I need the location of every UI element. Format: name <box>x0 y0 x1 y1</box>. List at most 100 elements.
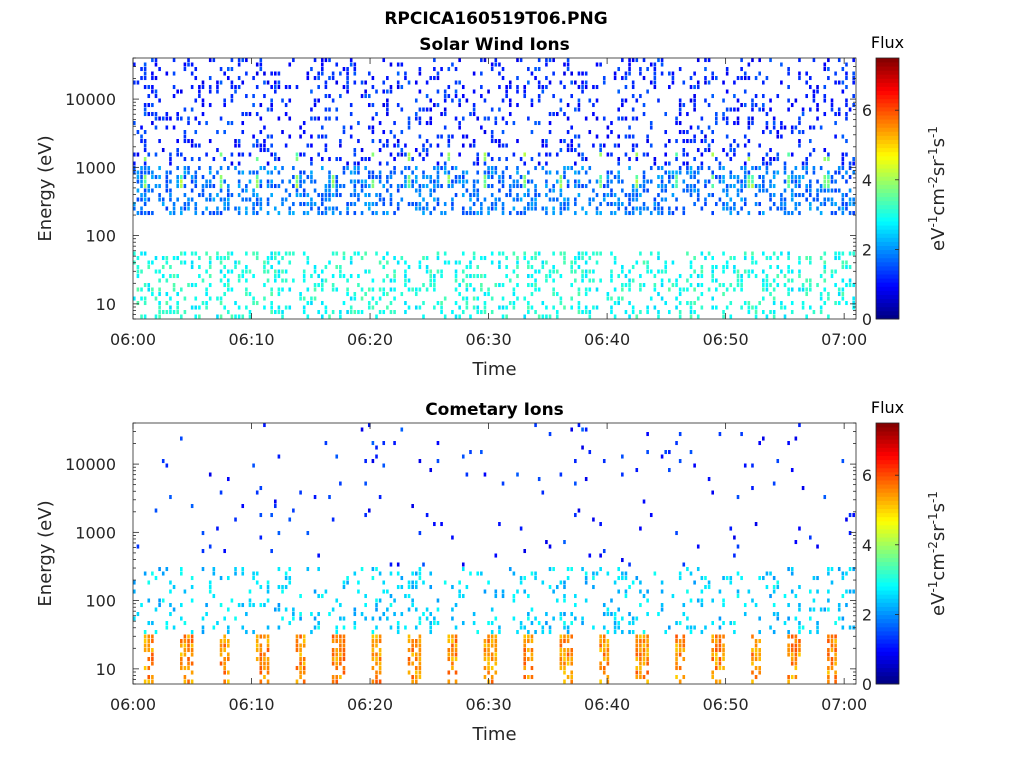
heatmap-cell <box>787 98 790 103</box>
heatmap-cell <box>230 314 234 319</box>
heatmap-cell <box>501 296 505 301</box>
heatmap-cell <box>631 80 635 85</box>
heatmap-cell <box>230 193 234 198</box>
heatmap-cell <box>310 202 313 207</box>
heatmap-cell <box>266 625 270 630</box>
heatmap-cell <box>729 580 733 585</box>
heatmap-cell <box>624 85 628 90</box>
heatmap-cell <box>809 193 812 198</box>
heatmap-cell <box>190 260 194 265</box>
heatmap-cell <box>418 260 422 265</box>
y-tick-label: 10000 <box>65 90 116 109</box>
heatmap-cell <box>834 679 837 684</box>
heatmap-cell <box>346 85 349 90</box>
heatmap-cell <box>454 648 458 653</box>
heatmap-cell <box>339 652 342 657</box>
heatmap-cell <box>537 58 541 63</box>
heatmap-cell <box>613 630 617 635</box>
heatmap-cell <box>378 661 382 666</box>
heatmap-cell <box>577 265 581 270</box>
heatmap-cell <box>534 310 537 315</box>
heatmap-cell <box>845 139 848 144</box>
heatmap-cell <box>483 301 487 306</box>
heatmap-cell <box>595 260 599 265</box>
heatmap-cell <box>606 657 610 662</box>
heatmap-cell <box>302 130 306 135</box>
heatmap-cell <box>545 193 548 198</box>
heatmap-cell <box>805 94 808 99</box>
heatmap-cell <box>635 184 639 189</box>
heatmap-cell <box>751 116 754 121</box>
heatmap-cell <box>393 211 396 216</box>
colorbar-step <box>876 614 899 620</box>
heatmap-cell <box>693 139 696 144</box>
colorbar-step <box>876 286 899 291</box>
heatmap-cell <box>798 58 801 63</box>
heatmap-cell <box>226 679 230 684</box>
heatmap-cell <box>631 265 635 270</box>
heatmap-cell <box>508 211 512 216</box>
heatmap-cell <box>494 657 498 662</box>
heatmap-cell <box>494 616 498 621</box>
colorbar-tick-label: 0 <box>862 675 872 694</box>
heatmap-cell <box>389 571 393 576</box>
heatmap-cell <box>259 603 263 608</box>
heatmap-cell <box>841 251 845 256</box>
heatmap-cell <box>480 287 483 292</box>
heatmap-cell <box>725 188 729 193</box>
heatmap-cell <box>245 278 248 283</box>
heatmap-cell <box>295 184 299 189</box>
heatmap-cell <box>367 170 371 175</box>
heatmap-cell <box>328 58 331 63</box>
heatmap-cell <box>136 265 140 270</box>
heatmap-cell <box>834 301 837 306</box>
heatmap-cell <box>143 148 147 153</box>
heatmap-cell <box>584 477 588 482</box>
heatmap-cell <box>349 296 353 301</box>
heatmap-cell <box>469 265 472 270</box>
heatmap-cell <box>165 621 169 626</box>
heatmap-cell <box>599 634 602 639</box>
heatmap-cell <box>183 202 187 207</box>
heatmap-cell <box>302 269 306 274</box>
heatmap-cell <box>798 648 801 653</box>
heatmap-cell <box>787 67 790 72</box>
heatmap-cell <box>577 292 581 297</box>
heatmap-cell <box>657 193 660 198</box>
heatmap-cell <box>136 179 140 184</box>
heatmap-cell <box>429 612 433 617</box>
heatmap-cell <box>151 175 154 180</box>
heatmap-cell <box>263 166 266 171</box>
heatmap-cell <box>454 625 458 630</box>
heatmap-cell <box>765 256 769 261</box>
heatmap-cell <box>675 175 678 180</box>
heatmap-cell <box>668 625 671 630</box>
heatmap-cell <box>226 287 230 292</box>
heatmap-cell <box>461 143 465 148</box>
heatmap-cell <box>176 116 179 121</box>
heatmap-cell <box>216 89 219 94</box>
heatmap-cell <box>302 310 306 315</box>
heatmap-cell <box>790 179 794 184</box>
heatmap-cell <box>382 80 386 85</box>
heatmap-cell <box>353 170 357 175</box>
heatmap-cell <box>216 296 219 301</box>
heatmap-cell <box>574 616 577 621</box>
heatmap-cell <box>740 179 743 184</box>
heatmap-cell <box>382 103 386 108</box>
heatmap-cell <box>494 202 498 207</box>
heatmap-cell <box>447 634 451 639</box>
heatmap-cell <box>602 193 606 198</box>
heatmap-cell <box>649 143 653 148</box>
heatmap-cell <box>790 571 794 576</box>
colorbar-step <box>876 274 899 279</box>
heatmap-cell <box>299 193 302 198</box>
heatmap-cell <box>393 170 396 175</box>
heatmap-cell <box>754 202 758 207</box>
heatmap-cell <box>382 256 386 261</box>
heatmap-cell <box>263 260 266 265</box>
heatmap-cell <box>635 648 639 653</box>
heatmap-cell <box>570 612 574 617</box>
heatmap-cell <box>367 269 371 274</box>
heatmap-cell <box>281 202 284 207</box>
